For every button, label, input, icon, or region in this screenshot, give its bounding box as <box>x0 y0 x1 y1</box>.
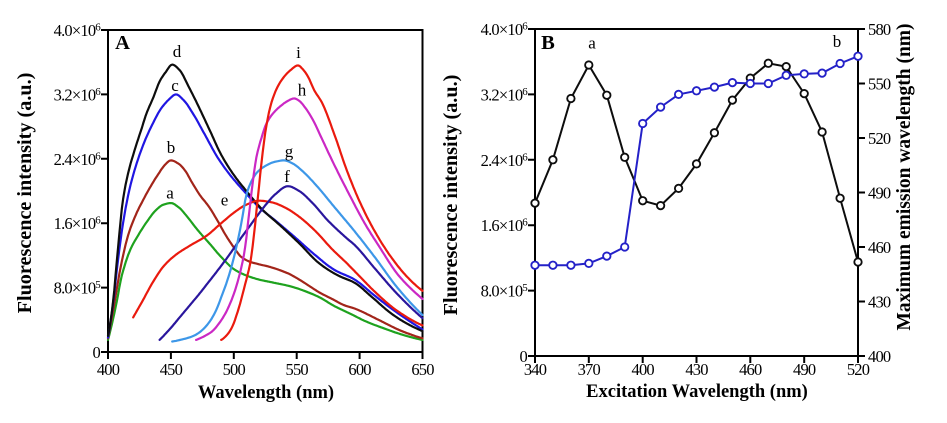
svg-text:500: 500 <box>223 360 246 379</box>
svg-text:400: 400 <box>97 360 120 379</box>
svg-text:Wavelength (nm): Wavelength (nm) <box>198 383 334 403</box>
svg-text:460: 460 <box>739 360 762 379</box>
svg-text:a: a <box>166 184 174 203</box>
svg-text:2.4×106: 2.4×106 <box>54 150 102 169</box>
svg-text:450: 450 <box>160 360 183 379</box>
svg-text:430: 430 <box>868 293 891 312</box>
svg-text:d: d <box>173 42 182 61</box>
svg-text:8.0×105: 8.0×105 <box>54 279 102 298</box>
svg-text:550: 550 <box>868 75 891 94</box>
svg-text:460: 460 <box>868 238 891 257</box>
svg-text:c: c <box>171 76 179 95</box>
svg-text:f: f <box>284 167 290 186</box>
svg-text:3.2×106: 3.2×106 <box>54 85 102 104</box>
svg-text:600: 600 <box>348 360 371 379</box>
svg-text:580: 580 <box>868 20 891 39</box>
svg-text:0: 0 <box>93 343 101 362</box>
svg-text:b: b <box>833 32 842 51</box>
svg-text:430: 430 <box>685 360 708 379</box>
svg-text:e: e <box>221 191 229 210</box>
svg-text:Maximum emission wavelength (n: Maximum emission wavelength (nm) <box>894 23 915 330</box>
svg-text:520: 520 <box>847 360 870 379</box>
svg-text:650: 650 <box>411 360 434 379</box>
svg-text:1.6×106: 1.6×106 <box>54 214 102 233</box>
svg-text:340: 340 <box>524 360 547 379</box>
svg-text:B: B <box>541 32 555 54</box>
svg-text:400: 400 <box>868 347 891 366</box>
svg-text:h: h <box>298 81 307 100</box>
svg-text:370: 370 <box>578 360 601 379</box>
svg-text:0: 0 <box>520 347 528 366</box>
svg-text:A: A <box>115 32 130 54</box>
svg-text:3.2×106: 3.2×106 <box>481 85 529 104</box>
svg-text:b: b <box>167 138 176 157</box>
svg-text:Fluorescence intensity (a.u.): Fluorescence intensity (a.u.) <box>14 73 36 314</box>
svg-text:4.0×106: 4.0×106 <box>54 21 102 40</box>
svg-text:i: i <box>296 43 301 62</box>
svg-text:490: 490 <box>868 184 891 203</box>
svg-text:8.0×105: 8.0×105 <box>481 282 529 301</box>
svg-text:1.6×106: 1.6×106 <box>481 216 529 235</box>
svg-text:Excitation Wavelength (nm): Excitation Wavelength (nm) <box>586 382 808 402</box>
svg-text:g: g <box>285 142 294 161</box>
svg-text:2.4×106: 2.4×106 <box>481 151 529 170</box>
svg-text:a: a <box>588 34 596 53</box>
svg-text:Fluorescence intensity (a.u.): Fluorescence intensity (a.u.) <box>440 75 462 316</box>
svg-text:550: 550 <box>286 360 309 379</box>
svg-text:400: 400 <box>632 360 655 379</box>
svg-text:520: 520 <box>868 129 891 148</box>
svg-text:490: 490 <box>793 360 816 379</box>
svg-text:4.0×106: 4.0×106 <box>481 20 529 39</box>
